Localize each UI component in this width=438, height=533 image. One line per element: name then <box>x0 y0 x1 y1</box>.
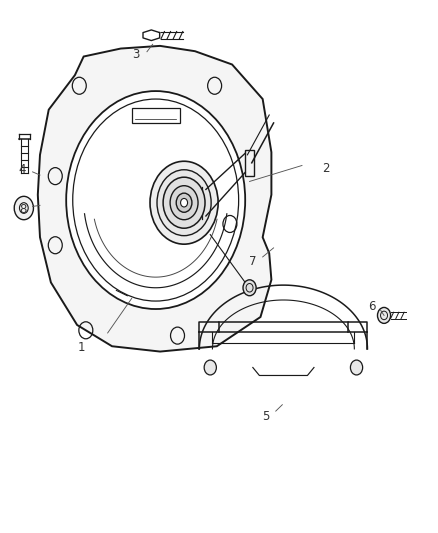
Text: 5: 5 <box>262 410 270 423</box>
Text: 2: 2 <box>322 161 330 175</box>
Text: 1: 1 <box>78 341 85 354</box>
Bar <box>132 108 180 123</box>
Text: 4: 4 <box>19 163 26 176</box>
Text: 8: 8 <box>19 203 26 215</box>
Circle shape <box>150 161 218 244</box>
Text: 7: 7 <box>249 255 257 268</box>
Circle shape <box>66 91 245 309</box>
Circle shape <box>14 196 33 220</box>
Text: 6: 6 <box>368 300 375 313</box>
Circle shape <box>163 177 205 228</box>
Text: 3: 3 <box>132 49 140 61</box>
Circle shape <box>204 360 216 375</box>
Circle shape <box>180 198 187 207</box>
Circle shape <box>243 280 256 296</box>
Circle shape <box>378 308 391 324</box>
Circle shape <box>170 185 198 220</box>
Polygon shape <box>38 46 272 352</box>
Circle shape <box>157 169 211 236</box>
Circle shape <box>350 360 363 375</box>
Circle shape <box>176 193 192 212</box>
